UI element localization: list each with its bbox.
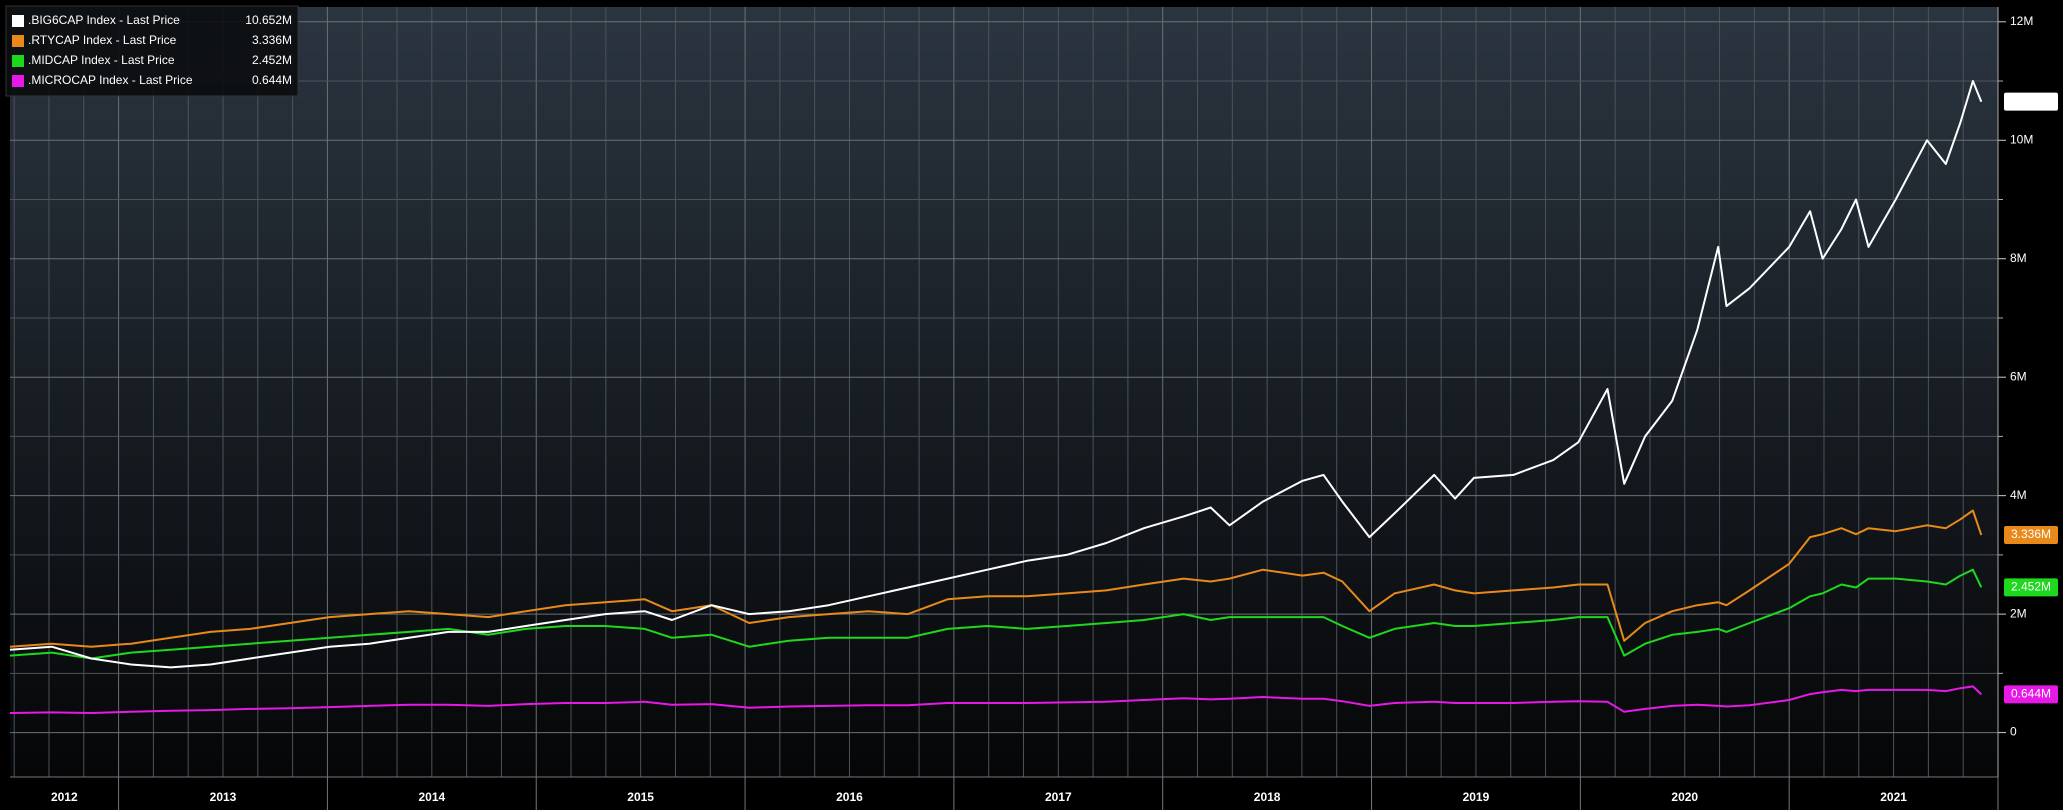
series-line (9, 80, 1983, 669)
series-line (9, 568, 1983, 660)
y-tick-label: 12M (2010, 14, 2033, 28)
x-tick-label: 2017 (1045, 790, 1072, 804)
y-tick-label: 4M (2010, 488, 2027, 502)
y-tick-label: 2M (2010, 606, 2027, 620)
legend-label: .MICROCAP Index - Last Price (28, 73, 193, 87)
x-tick-label: 2021 (1880, 790, 1907, 804)
y-tick-label: 0 (2010, 725, 2017, 739)
legend-value: 3.336M (252, 33, 292, 47)
x-tick-label: 2015 (627, 790, 654, 804)
y-tick-label: 10M (2010, 132, 2033, 146)
legend-label: .RTYCAP Index - Last Price (28, 33, 177, 47)
last-price-label: 10.652M (2008, 94, 2055, 108)
last-price-box (2004, 685, 2058, 704)
x-tick-label: 2018 (1254, 790, 1281, 804)
legend-value: 0.644M (252, 73, 292, 87)
legend-swatch (12, 75, 24, 87)
legend-label: .BIG6CAP Index - Last Price (28, 13, 180, 27)
lines (9, 80, 1983, 714)
last-price-box (2004, 92, 2058, 111)
legend-value: 2.452M (252, 53, 292, 67)
last-price-box (2004, 578, 2058, 597)
series-line (9, 685, 1982, 714)
last-price-label: 3.336M (2011, 527, 2051, 541)
legend-box (5, 5, 299, 97)
last-price-box (2004, 525, 2058, 544)
legend-swatch (12, 55, 24, 67)
y-tick-label: 8M (2010, 251, 2027, 265)
legend: .BIG6CAP Index - Last Price 10.652M .RTYCA… (5, 5, 299, 97)
x-tick-label: 2012 (51, 790, 78, 804)
axes: 0 2M 4M 6M 8M 10M 12M 2012 2013 2014 2015 2016 2017 2… (10, 7, 2058, 810)
legend-value: 10.652M (245, 13, 292, 27)
legend-label: .MIDCAP Index - Last Price (28, 53, 175, 67)
legend-swatch (12, 35, 24, 47)
x-tick-label: 2019 (1463, 790, 1490, 804)
last-price-label: 2.452M (2011, 580, 2051, 594)
last-price-label: 0.644M (2011, 687, 2051, 701)
legend-swatch (12, 15, 24, 27)
grid (10, 7, 1998, 777)
y-tick-label: 6M (2010, 369, 2027, 383)
series-line (9, 509, 1983, 648)
x-tick-label: 2013 (210, 790, 237, 804)
x-tick-label: 2020 (1671, 790, 1698, 804)
x-tick-label: 2014 (418, 790, 445, 804)
plot-area (10, 7, 1998, 777)
x-tick-label: 2016 (836, 790, 863, 804)
